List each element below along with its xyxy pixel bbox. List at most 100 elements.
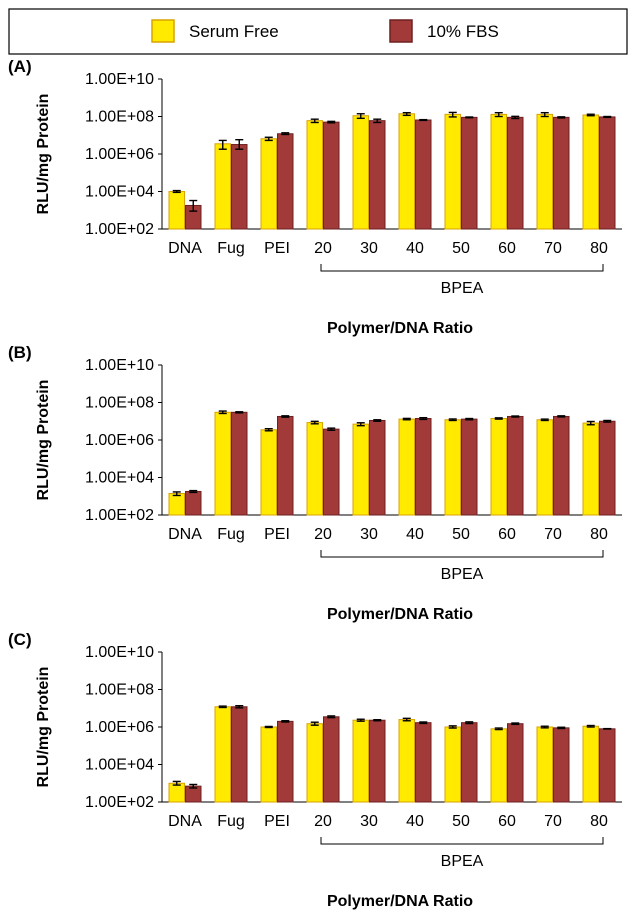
bpea-bracket: [320, 837, 604, 845]
x-tick-label: 20: [314, 813, 332, 830]
bar-serum-free: [306, 723, 323, 803]
bpea-group-label: BPEA: [441, 566, 484, 583]
bar-serum-free: [398, 418, 415, 516]
x-tick-label: 80: [590, 813, 608, 830]
x-tick-label: 30: [360, 240, 378, 257]
y-tick-label: 1.00E+02: [85, 507, 154, 524]
bar-serum-free: [444, 726, 461, 803]
bar-serum-free: [214, 143, 231, 230]
x-tick-label: 70: [544, 813, 562, 830]
bar-serum-free: [444, 113, 461, 230]
x-axis-label: Polymer/DNA Ratio: [327, 606, 473, 623]
bar-serum-free: [398, 113, 415, 230]
x-tick-label: 70: [544, 526, 562, 543]
chart-panels: (A) RLU/mg Protein 1.00E+02 1.00E+04 1.00E+0…: [8, 57, 622, 910]
y-axis-label: RLU/mg Protein: [35, 667, 52, 788]
x-tick-label: 50: [452, 240, 470, 257]
bar-10-fbs: [231, 706, 248, 803]
bar-serum-free: [168, 493, 185, 516]
y-tick-label: 1.00E+08: [85, 682, 154, 699]
bar-serum-free: [352, 115, 369, 230]
bar-serum-free: [168, 191, 185, 230]
x-tick-label: 40: [406, 813, 424, 830]
bar-serum-free: [490, 113, 507, 230]
bpea-group-label: BPEA: [441, 853, 484, 870]
panel-label: (A): [8, 57, 32, 76]
bar-serum-free: [214, 411, 231, 516]
x-tick-label: 80: [590, 240, 608, 257]
bar-10-fbs: [185, 490, 202, 516]
legend-label-serum-free: Serum Free: [189, 22, 279, 41]
x-tick-label: Fug: [217, 813, 245, 830]
bar-serum-free: [444, 419, 461, 516]
bar-serum-free: [536, 726, 553, 803]
y-tick-label: 1.00E+08: [85, 395, 154, 412]
x-tick-label: PEI: [264, 240, 290, 257]
bar-10-fbs: [507, 116, 524, 230]
y-axis-label: RLU/mg Protein: [35, 94, 52, 215]
bar-serum-free: [536, 113, 553, 230]
y-tick-label: 1.00E+04: [85, 757, 154, 774]
bar-10-fbs: [323, 121, 340, 230]
bar-10-fbs: [231, 411, 248, 516]
bar-serum-free: [214, 706, 231, 803]
bar-10-fbs: [553, 727, 570, 803]
x-tick-label: 80: [590, 526, 608, 543]
legend: Serum Free 10% FBS: [8, 8, 628, 55]
y-tick-label: 1.00E+02: [85, 221, 154, 238]
bar-10-fbs: [461, 722, 478, 803]
bar-10-fbs: [553, 116, 570, 230]
y-tick-label: 1.00E+06: [85, 432, 154, 449]
legend-label-10-fbs: 10% FBS: [427, 22, 499, 41]
x-tick-label: Fug: [217, 526, 245, 543]
x-tick-label: PEI: [264, 813, 290, 830]
bpea-group-label: BPEA: [441, 280, 484, 297]
x-tick-label: 60: [498, 526, 516, 543]
bar-10-fbs: [277, 720, 294, 803]
bar-10-fbs: [323, 716, 340, 803]
legend-box: [8, 8, 628, 55]
y-tick-label: 1.00E+02: [85, 794, 154, 811]
bar-10-fbs: [277, 133, 294, 230]
x-tick-label: 40: [406, 240, 424, 257]
x-tick-label: 70: [544, 240, 562, 257]
x-tick-label: DNA: [168, 813, 202, 830]
x-tick-label: Fug: [217, 240, 245, 257]
y-axis-label: RLU/mg Protein: [35, 380, 52, 501]
bar-10-fbs: [599, 116, 616, 230]
bar-10-fbs: [369, 120, 386, 230]
bar-serum-free: [260, 429, 277, 516]
bar-10-fbs: [369, 719, 386, 803]
bar-serum-free: [352, 423, 369, 516]
bar-10-fbs: [461, 418, 478, 516]
bar-10-fbs: [323, 428, 340, 516]
chart-panel-3: (C) RLU/mg Protein 1.00E+02 1.00E+04 1.00E+0…: [8, 630, 622, 910]
x-axis-label: Polymer/DNA Ratio: [327, 320, 473, 337]
x-tick-label: 50: [452, 526, 470, 543]
x-tick-label: 30: [360, 813, 378, 830]
bar-serum-free: [398, 719, 415, 803]
bar-10-fbs: [415, 722, 432, 803]
panel-label: (B): [8, 343, 32, 362]
y-tick-label: 1.00E+08: [85, 109, 154, 126]
bar-serum-free: [582, 114, 599, 230]
bar-serum-free: [582, 725, 599, 803]
legend-swatch-10-fbs: [389, 19, 413, 43]
x-tick-label: DNA: [168, 526, 202, 543]
x-tick-label: 30: [360, 526, 378, 543]
bar-serum-free: [168, 782, 185, 803]
bar-10-fbs: [553, 415, 570, 516]
bar-serum-free: [490, 728, 507, 803]
bar-serum-free: [306, 120, 323, 230]
y-tick-label: 1.00E+10: [85, 71, 154, 88]
y-tick-label: 1.00E+06: [85, 146, 154, 163]
bar-serum-free: [260, 726, 277, 803]
y-tick-label: 1.00E+04: [85, 470, 154, 487]
bar-serum-free: [352, 719, 369, 803]
bar-10-fbs: [231, 144, 248, 230]
bar-serum-free: [536, 419, 553, 516]
bpea-bracket: [320, 264, 604, 272]
bar-10-fbs: [277, 415, 294, 516]
bar-10-fbs: [507, 723, 524, 803]
bar-10-fbs: [461, 116, 478, 230]
